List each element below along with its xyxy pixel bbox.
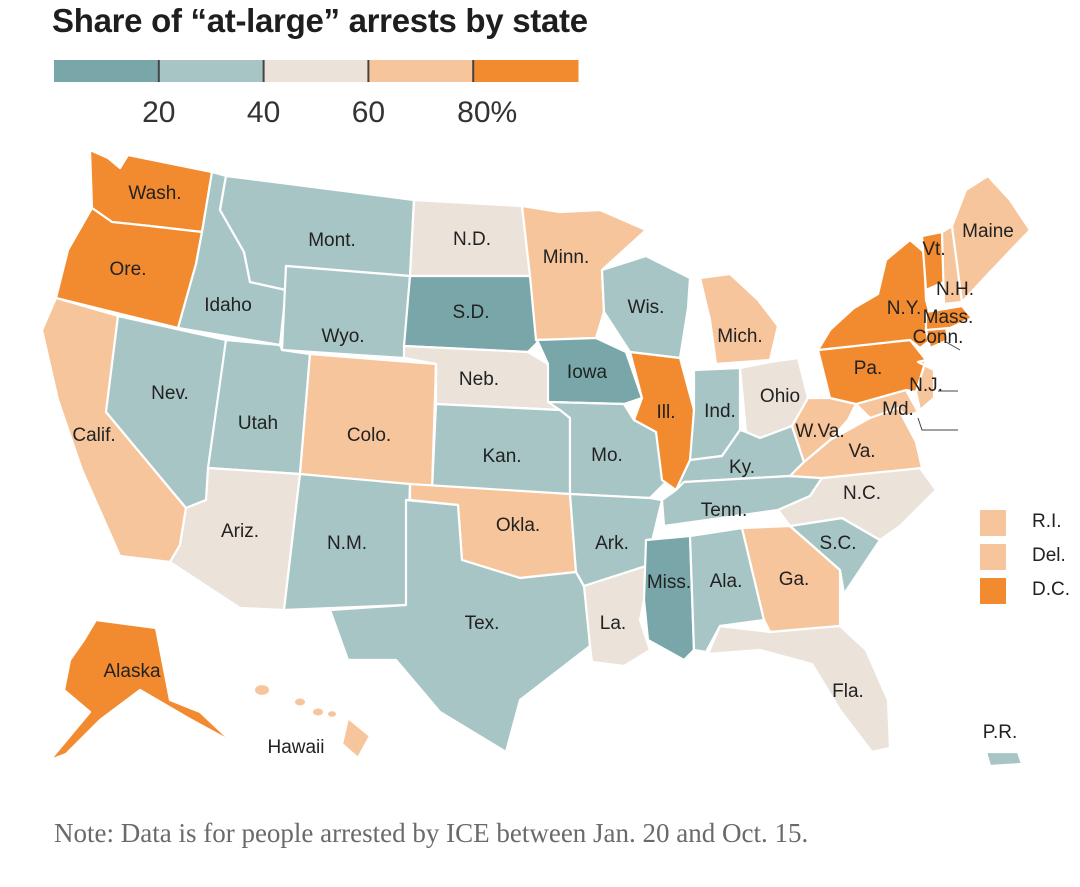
state-label-n-h: N.H.	[936, 279, 974, 300]
state-label-ind: Ind.	[704, 401, 736, 422]
state-hawaii	[340, 716, 372, 760]
state-label-ill: Ill.	[657, 402, 676, 423]
hawaii-island	[313, 708, 323, 716]
state-wis	[600, 254, 692, 360]
state-label-ala: Ala.	[710, 571, 743, 592]
state-label-mich: Mich.	[717, 326, 762, 347]
leader-line-conn	[945, 341, 961, 351]
state-label-minn: Minn.	[543, 247, 589, 268]
state-label-n-y: N.Y.	[887, 298, 922, 319]
state-label-utah: Utah	[238, 413, 278, 434]
hawaii-island	[295, 698, 305, 706]
legend-swatch-bin-0-20	[54, 60, 160, 82]
state-label-miss: Miss.	[647, 572, 691, 593]
state-label-tex: Tex.	[465, 613, 500, 634]
state-label-hawaii: Hawaii	[267, 737, 324, 758]
state-label-r-i: R.I.	[1032, 511, 1062, 532]
state-alaska	[48, 618, 234, 762]
state-w-va	[790, 396, 858, 464]
state-label-s-c: S.C.	[820, 533, 857, 554]
state-label-mont: Mont.	[308, 230, 356, 251]
state-colo	[298, 352, 438, 492]
state-label-mass: Mass.	[923, 307, 974, 328]
state-label-d-c: D.C.	[1032, 579, 1070, 600]
hawaii-island	[328, 711, 336, 717]
state-label-ariz: Ariz.	[221, 521, 259, 542]
state-miss	[642, 534, 696, 662]
state-r-i	[980, 510, 1006, 536]
state-n-c	[776, 466, 938, 542]
state-ill	[628, 350, 696, 492]
legend-swatch-bin-80-100	[473, 60, 579, 82]
state-label-fla: Fla.	[832, 681, 864, 702]
legend-tick-label: 80%	[457, 96, 517, 129]
state-label-wyo: Wyo.	[321, 326, 364, 347]
state-label-s-d: S.D.	[453, 302, 490, 323]
state-label-iowa: Iowa	[567, 362, 608, 383]
state-utah	[206, 338, 312, 476]
state-maine	[950, 174, 1032, 304]
leader-line-md	[917, 417, 958, 431]
state-label-ohio: Ohio	[760, 386, 800, 407]
state-fla	[706, 624, 892, 754]
state-label-del: Del.	[1032, 545, 1066, 566]
state-label-pa: Pa.	[854, 358, 883, 379]
state-label-okla: Okla.	[496, 515, 540, 536]
state-del	[980, 544, 1006, 570]
state-label-maine: Maine	[962, 221, 1014, 242]
state-label-ky: Ky.	[729, 457, 755, 478]
state-label-n-d: N.D.	[453, 229, 491, 250]
state-label-wis: Wis.	[628, 297, 665, 318]
hawaii-island	[255, 685, 269, 695]
state-p-r	[984, 750, 1024, 768]
state-mich	[698, 272, 780, 366]
state-label-ore: Ore.	[110, 259, 147, 280]
state-label-va: Va.	[848, 441, 875, 462]
state-d-c	[980, 578, 1006, 604]
color-legend: 20 40 60 80%	[54, 60, 579, 129]
state-label-conn: Conn.	[913, 327, 964, 348]
state-label-wash: Wash.	[128, 183, 181, 204]
state-label-p-r: P.R.	[983, 722, 1018, 743]
legend-swatch-bin-40-60	[263, 60, 369, 82]
state-mass	[924, 304, 974, 332]
state-label-n-m: N.M.	[327, 533, 367, 554]
state-label-idaho: Idaho	[204, 295, 252, 316]
legend-tick-label: 20	[142, 96, 175, 129]
state-label-colo: Colo.	[347, 425, 391, 446]
state-label-la: La.	[600, 613, 626, 634]
state-label-alaska: Alaska	[103, 661, 160, 682]
state-label-tenn: Tenn.	[701, 500, 747, 521]
chart-title: Share of “at-large” arrests by state	[52, 2, 588, 39]
state-label-calif: Calif.	[72, 425, 115, 446]
state-label-ga: Ga.	[779, 569, 810, 590]
legend-tick-label: 40	[247, 96, 280, 129]
state-label-n-j: N.J.	[909, 375, 943, 396]
state-tex	[328, 498, 592, 754]
legend-tick-label: 60	[352, 96, 385, 129]
state-n-j	[914, 358, 936, 412]
state-label-mo: Mo.	[591, 445, 623, 466]
state-label-nev: Nev.	[151, 383, 189, 404]
state-label-n-c: N.C.	[843, 483, 881, 504]
state-label-w-va: W.Va.	[795, 421, 844, 442]
state-label-vt: Vt.	[922, 239, 945, 260]
state-label-md: Md.	[882, 399, 914, 420]
state-mo	[546, 400, 670, 500]
legend-swatch-bin-20-40	[158, 60, 265, 82]
state-label-ark: Ark.	[595, 533, 629, 554]
footnote: Note: Data is for people arrested by ICE…	[54, 818, 809, 848]
legend-swatch-bin-60-80	[368, 60, 474, 82]
state-label-kan: Kan.	[482, 446, 521, 467]
state-label-neb: Neb.	[459, 369, 499, 390]
state-s-d	[402, 274, 540, 354]
